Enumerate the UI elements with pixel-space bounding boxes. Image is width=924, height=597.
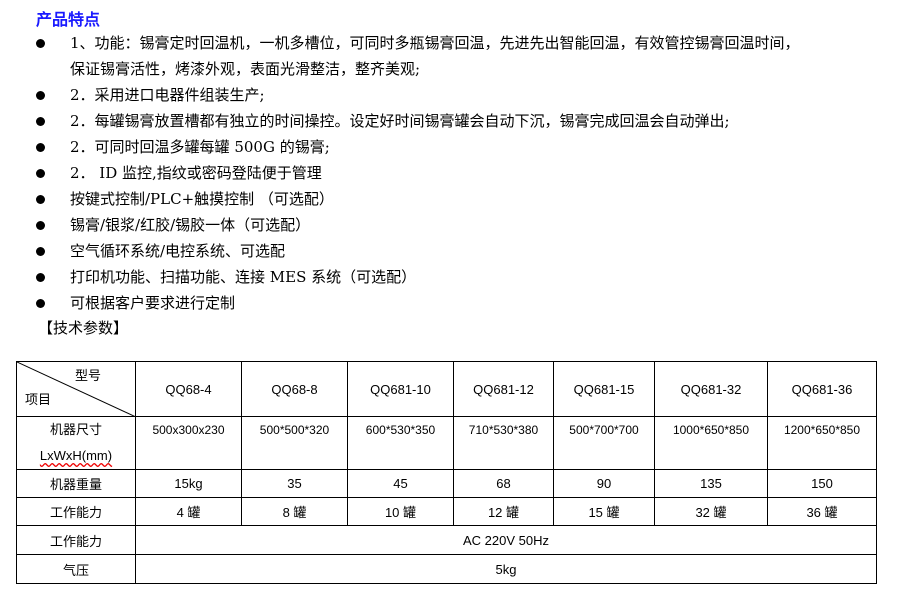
feature-text: 2． ID 监控,指纹或密码登陆便于管理 <box>70 164 322 182</box>
weight-cell: 150 <box>767 469 877 498</box>
weight-row: 机器重量 15kg 35 45 68 90 135 150 <box>16 469 877 498</box>
size-label-cell: 机器尺寸 LxWxH(mm) <box>16 416 136 470</box>
size-cell: 500x300x230 <box>135 416 242 470</box>
feature-text: 锡膏/银浆/红胶/锡胶一体（可选配） <box>70 216 311 234</box>
model-cell: QQ681-36 <box>767 361 877 417</box>
feature-text: 按键式控制/PLC+触摸控制 （可选配） <box>70 190 334 208</box>
feature-text: 保证锡膏活性，烤漆外观，表面光滑整洁，整齐美观; <box>70 60 421 78</box>
size-cell: 1000*650*850 <box>654 416 768 470</box>
bullet-icon <box>36 91 45 100</box>
weight-label: 机器重量 <box>16 469 136 498</box>
feature-text: 1、功能：锡膏定时回温机，一机多槽位，可同时多瓶锡膏回温，先进先出智能回温，有效… <box>70 34 800 52</box>
power-row: 工作能力 AC 220V 50Hz <box>16 525 877 555</box>
header-item-label: 项目 <box>25 392 52 407</box>
capacity-cell: 4 罐 <box>135 497 242 526</box>
weight-cell: 35 <box>241 469 348 498</box>
capacity-row: 工作能力 4 罐 8 罐 10 罐 12 罐 15 罐 32 罐 36 罐 <box>16 497 877 526</box>
feature-text: 2．采用进口电器件组装生产; <box>70 86 265 104</box>
diagonal-line <box>17 362 136 417</box>
model-cell: QQ681-10 <box>347 361 454 417</box>
bullet-icon <box>36 195 45 204</box>
size-cell: 500*700*700 <box>553 416 655 470</box>
feature-text: 2．每罐锡膏放置槽都有独立的时间操控。设定好时间锡膏罐会自动下沉，锡膏完成回温会… <box>70 112 730 130</box>
feature-text: 打印机功能、扫描功能、连接 MES 系统（可选配） <box>70 268 417 286</box>
header-corner-cell: 型号 项目 <box>16 361 136 417</box>
power-cell: AC 220V 50Hz <box>135 525 877 555</box>
size-cell: 710*530*380 <box>453 416 554 470</box>
feature-text: 可根据客户要求进行定制 <box>70 294 236 312</box>
spec-table: 型号 项目 QQ68-4 QQ68-8 QQ681-10 QQ681-12 QQ… <box>16 361 877 584</box>
capacity-cell: 32 罐 <box>654 497 768 526</box>
power-label: 工作能力 <box>16 525 136 555</box>
tech-params-title: 【技术参数】 <box>38 319 129 337</box>
capacity-cell: 12 罐 <box>453 497 554 526</box>
air-row: 气压 5kg <box>16 554 877 584</box>
bullet-icon <box>36 273 45 282</box>
bullet-icon <box>36 117 45 126</box>
bullet-icon <box>36 221 45 230</box>
weight-cell: 68 <box>453 469 554 498</box>
feature-text: 2．可同时回温多罐每罐 500G 的锡膏; <box>70 138 330 156</box>
size-cell: 1200*650*850 <box>767 416 877 470</box>
capacity-cell: 15 罐 <box>553 497 655 526</box>
model-cell: QQ68-8 <box>241 361 348 417</box>
bullet-icon <box>36 169 45 178</box>
size-row: 机器尺寸 LxWxH(mm) 500x300x230 500*500*320 6… <box>16 416 877 470</box>
model-row: 型号 项目 QQ68-4 QQ68-8 QQ681-10 QQ681-12 QQ… <box>16 361 877 417</box>
capacity-label: 工作能力 <box>16 497 136 526</box>
bullet-icon <box>36 143 45 152</box>
size-cell: 600*530*350 <box>347 416 454 470</box>
size-unit: LxWxH(mm) <box>39 448 113 463</box>
capacity-cell: 8 罐 <box>241 497 348 526</box>
bullet-icon <box>36 247 45 256</box>
feature-text: 空气循环系统/电控系统、可选配 <box>70 242 286 260</box>
bullet-icon <box>36 39 45 48</box>
bullet-icon <box>36 299 45 308</box>
model-cell: QQ68-4 <box>135 361 242 417</box>
capacity-cell: 36 罐 <box>767 497 877 526</box>
model-cell: QQ681-15 <box>553 361 655 417</box>
air-label: 气压 <box>16 554 136 584</box>
air-cell: 5kg <box>135 554 877 584</box>
size-cell: 500*500*320 <box>241 416 348 470</box>
weight-cell: 90 <box>553 469 655 498</box>
weight-cell: 45 <box>347 469 454 498</box>
weight-cell: 15kg <box>135 469 242 498</box>
capacity-cell: 10 罐 <box>347 497 454 526</box>
size-label: 机器尺寸 <box>49 422 102 437</box>
features-title: 产品特点 <box>36 10 101 29</box>
weight-cell: 135 <box>654 469 768 498</box>
header-model-label: 型号 <box>74 368 101 383</box>
model-cell: QQ681-12 <box>453 361 554 417</box>
model-cell: QQ681-32 <box>654 361 768 417</box>
